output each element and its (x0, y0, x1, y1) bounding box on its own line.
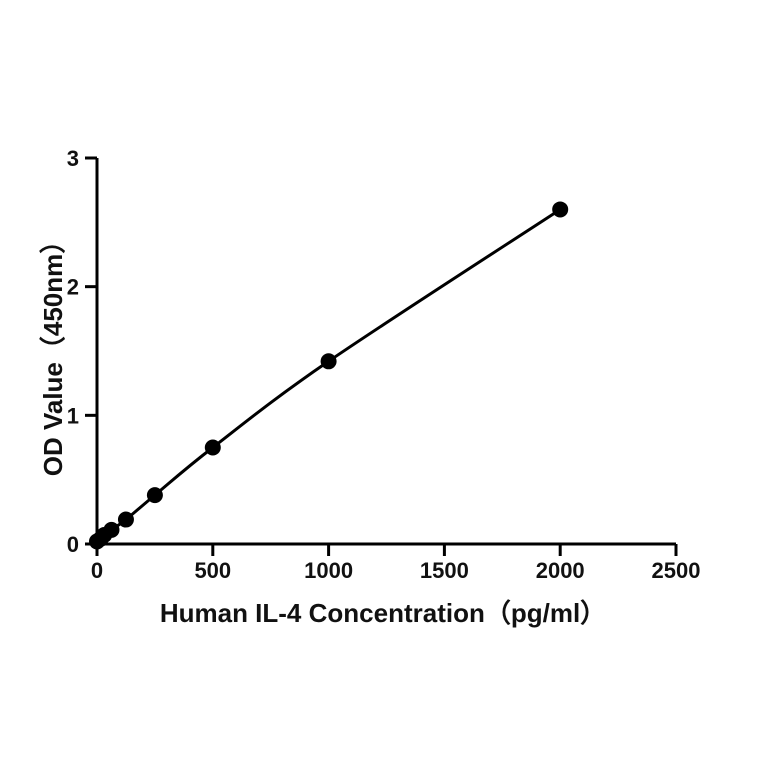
x-tick-label: 0 (91, 558, 103, 583)
x-tick-label: 1000 (304, 558, 353, 583)
y-tick-label: 1 (67, 403, 79, 428)
y-tick-label: 3 (67, 146, 79, 171)
axes (95, 158, 676, 546)
data-point (103, 521, 120, 538)
data-point (204, 439, 221, 456)
x-ticks: 0 500 1000 1500 2000 2500 (91, 544, 701, 583)
data-point (146, 487, 163, 504)
x-axis-title: Human IL-4 Concentration（pg/ml） (160, 598, 606, 628)
y-ticks: 0 1 2 3 (67, 146, 97, 557)
data-points (89, 201, 569, 550)
x-tick-label: 2500 (652, 558, 701, 583)
data-point (320, 353, 337, 370)
y-tick-label: 0 (67, 532, 79, 557)
fit-curve (96, 208, 562, 543)
data-point (117, 511, 134, 528)
y-tick-label: 2 (67, 275, 79, 300)
x-tick-label: 2000 (536, 558, 585, 583)
x-tick-label: 500 (194, 558, 231, 583)
y-axis-title: OD Value（450nm） (38, 228, 68, 477)
x-tick-label: 1500 (420, 558, 469, 583)
data-point (552, 201, 569, 218)
